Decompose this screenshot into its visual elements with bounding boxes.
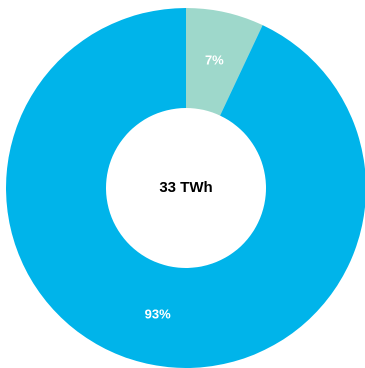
- donut-slice: [6, 8, 365, 368]
- donut-slice: [186, 8, 263, 116]
- value-label: 7%: [205, 53, 224, 68]
- center-label: 33 TWh: [159, 179, 212, 196]
- value-label: 93%: [145, 306, 171, 321]
